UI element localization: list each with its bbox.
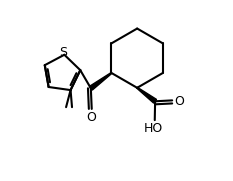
Text: O: O [174, 95, 184, 108]
Polygon shape [137, 87, 157, 103]
Polygon shape [89, 73, 112, 90]
Text: O: O [86, 111, 96, 124]
Text: HO: HO [144, 123, 164, 135]
Text: S: S [59, 46, 67, 59]
